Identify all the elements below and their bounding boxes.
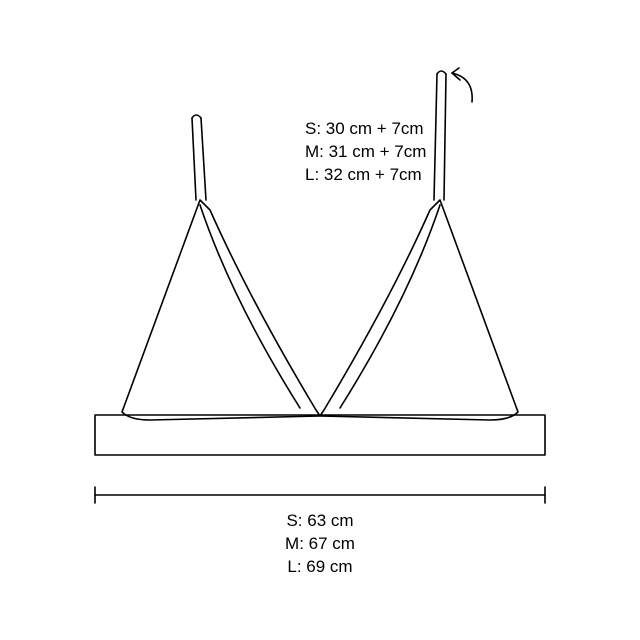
band-measurements: S: 63 cm M: 67 cm L: 69 cm: [0, 510, 640, 579]
strap-size-s: S: 30 cm + 7cm: [305, 118, 426, 141]
band-size-l: L: 69 cm: [0, 556, 640, 579]
strap-size-m: M: 31 cm + 7cm: [305, 141, 426, 164]
band-size-s: S: 63 cm: [0, 510, 640, 533]
band-size-m: M: 67 cm: [0, 533, 640, 556]
strap-size-l: L: 32 cm + 7cm: [305, 164, 426, 187]
size-diagram: S: 30 cm + 7cm M: 31 cm + 7cm L: 32 cm +…: [0, 0, 640, 640]
strap-measurements: S: 30 cm + 7cm M: 31 cm + 7cm L: 32 cm +…: [305, 118, 426, 187]
